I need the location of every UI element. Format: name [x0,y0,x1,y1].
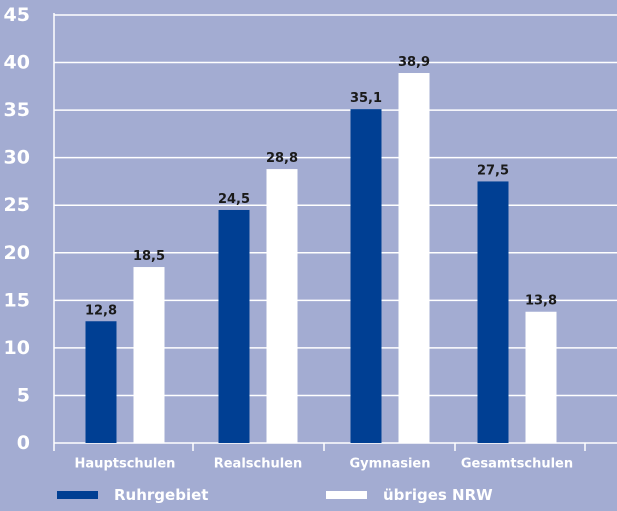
y-tick-label: 15 [4,289,30,311]
x-tick-label: Gymnasien [350,457,431,472]
y-tick-label: 10 [4,337,30,359]
x-tick-label: Realschulen [214,457,303,472]
data-label: 12,8 [85,303,117,318]
y-tick-label: 5 [17,384,30,406]
data-label: 35,1 [350,91,382,106]
legend-swatch [57,491,98,499]
bar [477,181,509,443]
legend-swatch [326,491,367,499]
y-tick-label: 25 [4,194,30,216]
legend-label: Ruhrgebiet [114,486,208,504]
bar [266,169,298,443]
x-tick-label: Gesamtschulen [461,457,573,472]
bar [218,209,250,443]
y-tick-label: 0 [17,432,30,454]
y-tick-label: 20 [4,242,30,264]
data-label: 27,5 [477,163,509,178]
data-label: 13,8 [525,294,557,309]
data-label: 24,5 [218,192,250,207]
x-tick-label: Hauptschulen [75,457,176,472]
data-label: 38,9 [398,55,430,70]
y-tick-label: 45 [4,4,30,26]
y-tick-label: 35 [4,99,30,121]
legend-label: übriges NRW [383,486,493,504]
y-tick-label: 40 [4,52,30,74]
data-label: 18,5 [133,249,165,264]
bar [85,321,117,443]
bar [398,73,430,444]
data-label: 28,8 [266,151,298,166]
bar [350,109,382,443]
bar [133,267,165,443]
y-tick-label: 30 [4,147,30,169]
bar [525,311,557,443]
